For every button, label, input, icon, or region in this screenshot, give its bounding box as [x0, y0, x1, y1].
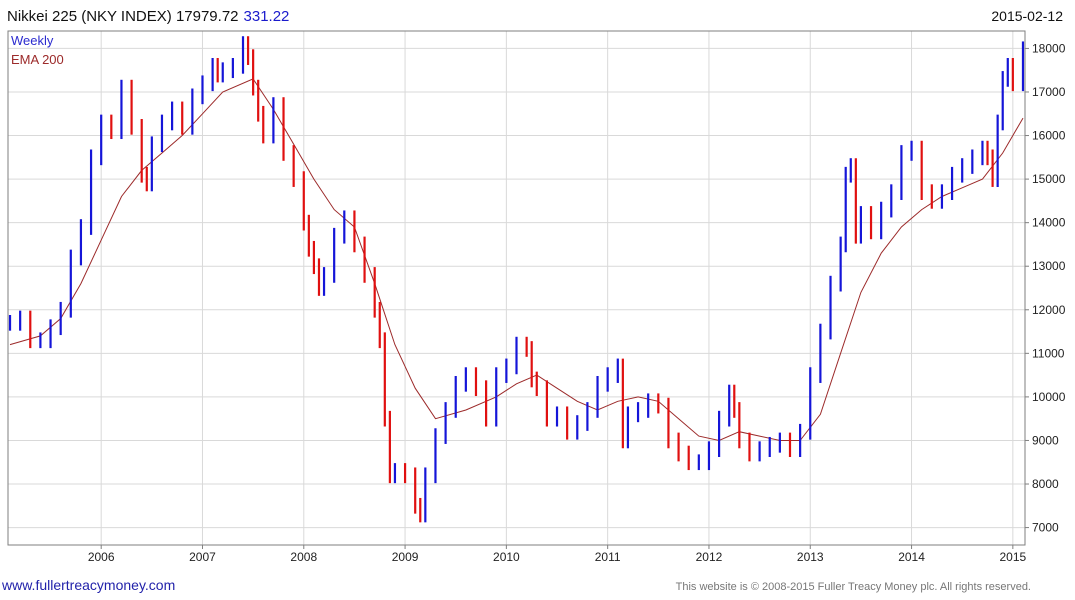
y-tick-label: 7000	[1032, 521, 1059, 535]
x-tick-label: 2015	[999, 550, 1026, 564]
x-tick-label: 2014	[898, 550, 925, 564]
plot-frame	[7, 30, 1026, 546]
y-tick-label: 10000	[1032, 390, 1066, 404]
x-tick-label: 2007	[189, 550, 216, 564]
x-tick-label: 2012	[696, 550, 723, 564]
y-tick-label: 16000	[1032, 129, 1066, 143]
chart-date: 2015-02-12	[991, 8, 1063, 24]
grid	[8, 31, 1025, 545]
x-tick-label: 2011	[595, 550, 621, 564]
y-axis: 7000 8000 9000 10000 11000 12000 13000 14000 150…	[1025, 41, 1066, 535]
x-tick-label: 2013	[797, 550, 824, 564]
legend-ema: EMA 200	[11, 52, 64, 67]
chart-title: Nikkei 225 (NKY INDEX) 17979.72	[7, 8, 239, 25]
footer-website-link[interactable]: www.fullertreacymoney.com	[1, 577, 175, 593]
y-tick-label: 11000	[1032, 346, 1065, 360]
y-tick-label: 12000	[1032, 303, 1066, 317]
x-tick-label: 2009	[392, 550, 419, 564]
x-axis: 2006 2007 2008 2009 2010 2011 2012 2013 2014 2015	[88, 545, 1027, 564]
plot-background	[8, 31, 1025, 545]
price-change: 331.22	[244, 8, 290, 25]
y-tick-label: 15000	[1032, 172, 1066, 186]
y-tick-label: 13000	[1032, 259, 1066, 273]
footer-copyright: This website is © 2008-2015 Fuller Treac…	[676, 581, 1031, 593]
y-tick-label: 17000	[1032, 85, 1066, 99]
legend-weekly: Weekly	[11, 33, 54, 48]
y-tick-label: 8000	[1032, 477, 1059, 491]
y-tick-label: 18000	[1032, 41, 1066, 55]
price-bars	[8, 36, 1025, 523]
x-tick-label: 2006	[88, 550, 115, 564]
x-tick-label: 2010	[493, 550, 520, 564]
y-tick-label: 14000	[1032, 216, 1066, 230]
x-tick-label: 2008	[290, 550, 317, 564]
y-tick-label: 9000	[1032, 433, 1059, 447]
